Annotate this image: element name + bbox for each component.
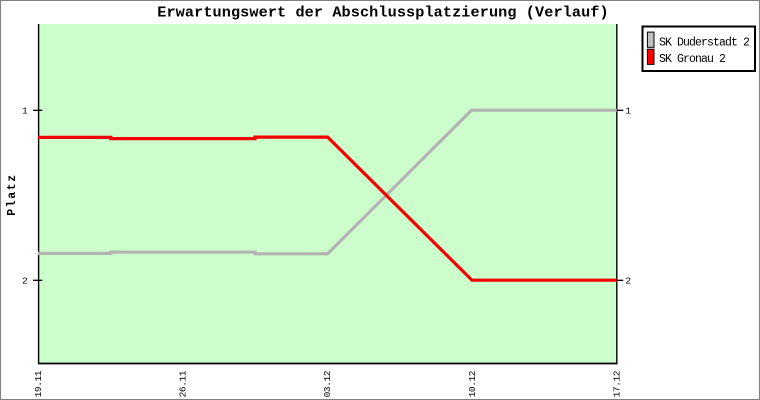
svg-text:SK Gronau 2: SK Gronau 2 — [659, 53, 726, 66]
svg-text:2: 2 — [625, 276, 631, 287]
svg-text:19.11: 19.11 — [33, 370, 44, 397]
svg-text:1: 1 — [22, 106, 28, 117]
svg-text:2: 2 — [22, 276, 28, 287]
svg-text:Platz: Platz — [6, 173, 19, 216]
svg-text:17.12: 17.12 — [611, 370, 622, 397]
svg-text:SK Duderstadt 2: SK Duderstadt 2 — [659, 37, 750, 50]
svg-text:26.11: 26.11 — [178, 370, 189, 397]
svg-text:10.12: 10.12 — [467, 370, 478, 397]
svg-text:1: 1 — [625, 106, 631, 117]
svg-text:03.12: 03.12 — [322, 370, 333, 397]
svg-text:Erwartungswert der Abschlusspl: Erwartungswert der Abschlussplatzierung … — [157, 3, 609, 21]
